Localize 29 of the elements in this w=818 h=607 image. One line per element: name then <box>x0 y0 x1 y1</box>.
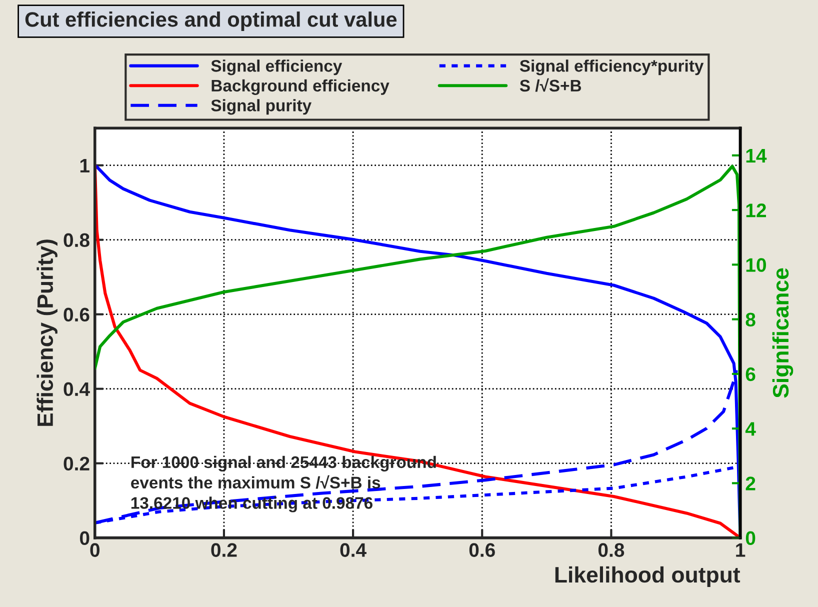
x-tick-label: 0.2 <box>211 543 237 557</box>
y-tick-label: 0.2 <box>64 456 90 471</box>
y-tick-label: 0.6 <box>64 308 90 322</box>
y2-axis-title: Significance <box>772 268 794 398</box>
chart-title: Cut efficiencies and optimal cut value <box>25 12 397 31</box>
y2-tick-label: 12 <box>746 203 766 218</box>
y2-tick-label: 6 <box>746 367 756 382</box>
y2-tick-label: 14 <box>746 149 767 162</box>
legend-label: Background efficiency <box>212 79 390 95</box>
x-tick-label: 0.6 <box>469 543 495 557</box>
y2-tick-label: 2 <box>746 476 756 490</box>
y-tick-label: 1 <box>80 158 90 172</box>
y-tick-label: 0 <box>80 531 90 546</box>
x-tick-label: 0.4 <box>340 543 366 557</box>
legend-label: S /√S+B <box>520 78 582 92</box>
y2-tick-label: 4 <box>745 422 756 436</box>
y-tick-label: 0.8 <box>64 233 90 248</box>
y-axis-title: Efficiency (Purity) <box>36 240 58 426</box>
x-tick-label: 0 <box>90 543 100 557</box>
y2-tick-label: 0 <box>746 531 756 546</box>
legend-label: Signal purity <box>211 99 312 115</box>
legend-label: Signal efficiency <box>211 60 342 76</box>
x-tick-label: 0.8 <box>598 543 624 557</box>
y2-tick-label: 10 <box>746 258 766 272</box>
x-axis-title: Likelihood output <box>555 566 740 588</box>
y-tick-label: 0.4 <box>64 382 90 396</box>
x-tick-label: 1 <box>736 543 746 557</box>
legend-label: Signal efficiency*purity <box>520 60 704 76</box>
y2-tick-label: 8 <box>746 312 756 327</box>
